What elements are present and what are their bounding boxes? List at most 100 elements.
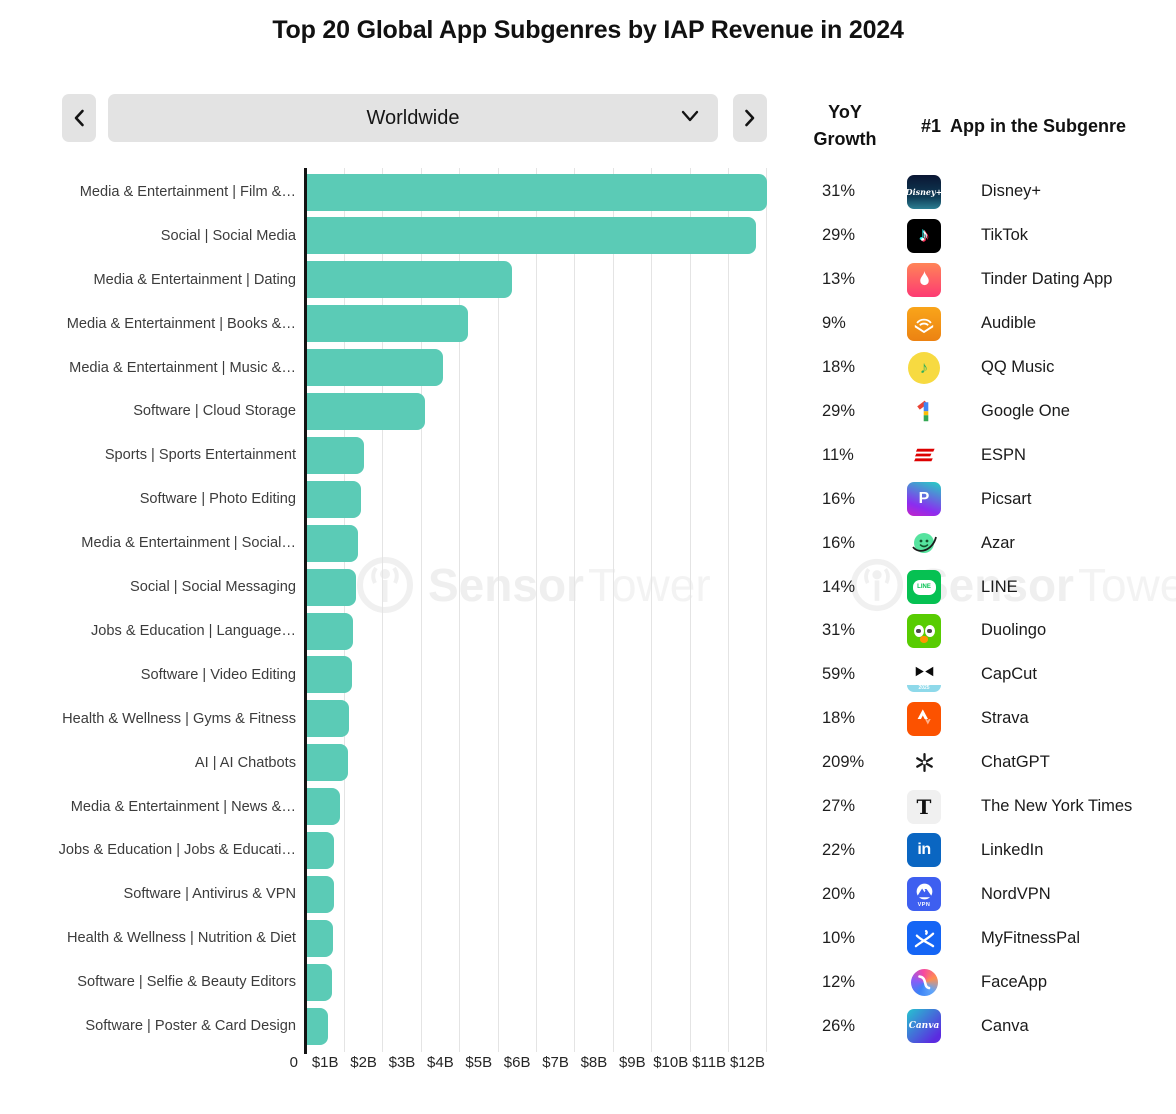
- gridline: [535, 168, 537, 1052]
- revenue-bar[interactable]: [306, 919, 333, 957]
- app-name: FaceApp: [981, 972, 1048, 991]
- yoy-growth-value: 27%: [822, 797, 856, 816]
- yoy-growth-value: 12%: [822, 972, 856, 991]
- gridline: [497, 168, 499, 1052]
- revenue-bar[interactable]: [306, 305, 469, 343]
- category-label: Health & Wellness | Gyms & Fitness: [62, 710, 296, 727]
- yoy-growth-value: 9%: [822, 314, 846, 333]
- app-name: The New York Times: [981, 797, 1133, 816]
- region-dropdown[interactable]: Worldwide: [108, 94, 718, 142]
- next-region-button[interactable]: [733, 94, 767, 142]
- table-row: Health & Wellness | Gyms & Fitness 18% Str…: [0, 697, 1176, 741]
- app-name: LinkedIn: [981, 840, 1044, 859]
- gridline: [612, 168, 614, 1052]
- canva-icon: Canva: [907, 1004, 941, 1048]
- app-name: Strava: [981, 709, 1029, 728]
- audible-icon: [907, 302, 941, 346]
- revenue-bar[interactable]: [306, 656, 352, 694]
- x-tick-label: $1B: [311, 1054, 339, 1071]
- revenue-bar[interactable]: [306, 568, 356, 606]
- gridline: [651, 168, 653, 1052]
- yoy-growth-value: 22%: [822, 840, 856, 859]
- table-row: AI | AI Chatbots 209% ChatGPT: [0, 741, 1176, 785]
- app-name: TikTok: [981, 226, 1029, 245]
- category-label: Media & Entertainment | Film &…: [79, 183, 296, 200]
- top-app-header: #1 App in the Subgenre: [921, 116, 1127, 136]
- table-row: Media & Entertainment | Film &… 31% Disney…: [0, 170, 1176, 214]
- category-label: Software | Video Editing: [140, 666, 296, 683]
- gridline: [727, 168, 729, 1052]
- revenue-bar[interactable]: [306, 612, 353, 650]
- linkedin-icon: in: [907, 829, 941, 873]
- chatgpt-icon: [907, 741, 941, 785]
- table-row: Media & Entertainment | Music &… 18% ♪ QQ M…: [0, 346, 1176, 390]
- category-label: Jobs & Education | Language…: [90, 622, 296, 639]
- duolingo-icon: [907, 609, 941, 653]
- app-name: Azar: [981, 533, 1015, 552]
- nordvpn-icon: VPN: [907, 872, 941, 916]
- revenue-bar[interactable]: [306, 173, 767, 211]
- revenue-bar[interactable]: [306, 788, 341, 826]
- revenue-bar[interactable]: [306, 480, 361, 518]
- yoy-growth-value: 13%: [822, 270, 856, 289]
- category-label: Social | Social Media: [160, 227, 296, 244]
- table-row: Software | Poster & Card Design 26% Canva C…: [0, 1004, 1176, 1048]
- x-tick-label: $4B: [427, 1054, 454, 1071]
- category-label: Software | Selfie & Beauty Editors: [77, 974, 296, 991]
- category-label: Media & Entertainment | Music &…: [69, 359, 296, 376]
- table-row: Jobs & Education | Language… 31% Duolingo: [0, 609, 1176, 653]
- yoy-growth-value: 59%: [822, 665, 856, 684]
- table-row: Sports | Sports Entertainment 11% ESPN: [0, 433, 1176, 477]
- table-row: Social | Social Media 29% ♪ TikTok: [0, 214, 1176, 258]
- app-name: NordVPN: [981, 884, 1051, 903]
- revenue-bar[interactable]: [306, 875, 334, 913]
- app-name: Tinder Dating App: [981, 270, 1113, 289]
- revenue-bar[interactable]: [306, 349, 443, 387]
- category-label: Health & Wellness | Nutrition & Diet: [66, 930, 296, 947]
- app-name: ESPN: [981, 445, 1026, 464]
- category-label: Software | Antivirus & VPN: [123, 886, 297, 903]
- sensor-tower-watermark: SensorTower: [850, 558, 1176, 612]
- revenue-bar[interactable]: [306, 1007, 329, 1045]
- revenue-bar[interactable]: [306, 217, 757, 255]
- revenue-bar[interactable]: [306, 261, 512, 299]
- table-row: Social | Social Messaging 14% LINE LINE: [0, 565, 1176, 609]
- x-tick-label: $9B: [618, 1054, 646, 1071]
- y-axis-line: [304, 168, 307, 1054]
- category-label: Media & Entertainment | Dating: [93, 271, 296, 288]
- table-row: Software | Antivirus & VPN 20% VPN NordVPN: [0, 872, 1176, 916]
- yoy-growth-value: 10%: [822, 928, 856, 947]
- yoy-growth-value: 26%: [822, 1016, 856, 1035]
- espn-icon: [907, 433, 941, 477]
- yoy-growth-value: 11%: [822, 445, 854, 464]
- x-tick-label: $3B: [388, 1054, 416, 1071]
- google-one-icon: [907, 390, 941, 434]
- azar-icon: [907, 521, 941, 565]
- app-name: Audible: [981, 314, 1037, 333]
- app-name: Disney+: [981, 182, 1042, 201]
- revenue-bar[interactable]: [306, 524, 358, 562]
- chevron-right-icon: [745, 109, 755, 127]
- picsart-icon: P: [907, 477, 941, 521]
- app-name: MyFitnessPal: [981, 928, 1081, 947]
- x-tick-label: $11B: [692, 1054, 727, 1071]
- gridline: [574, 168, 576, 1052]
- category-label: Software | Cloud Storage: [133, 403, 296, 420]
- yoy-growth-value: 18%: [822, 358, 856, 377]
- sensor-tower-watermark: SensorTower: [356, 556, 711, 614]
- table-row: Software | Selfie & Beauty Editors 12% Fac…: [0, 960, 1176, 1004]
- category-label: Sports | Sports Entertainment: [104, 447, 296, 464]
- app-name: ChatGPT: [981, 753, 1050, 772]
- revenue-bar[interactable]: [306, 436, 364, 474]
- yoy-growth-value: 31%: [822, 182, 856, 201]
- revenue-bar[interactable]: [306, 963, 333, 1001]
- revenue-bar[interactable]: [306, 832, 335, 869]
- x-axis-labels: $1B $2B $3B $4B $5B $6B $7B $8B $9B $10B $11B $12B: [306, 1054, 767, 1076]
- revenue-bar[interactable]: [306, 700, 350, 738]
- category-label: AI | AI Chatbots: [194, 754, 296, 771]
- revenue-bar[interactable]: [306, 393, 426, 430]
- prev-region-button[interactable]: [62, 94, 96, 142]
- x-tick-label: $6B: [503, 1054, 531, 1071]
- revenue-bar[interactable]: [306, 744, 349, 782]
- gridline: [766, 168, 768, 1052]
